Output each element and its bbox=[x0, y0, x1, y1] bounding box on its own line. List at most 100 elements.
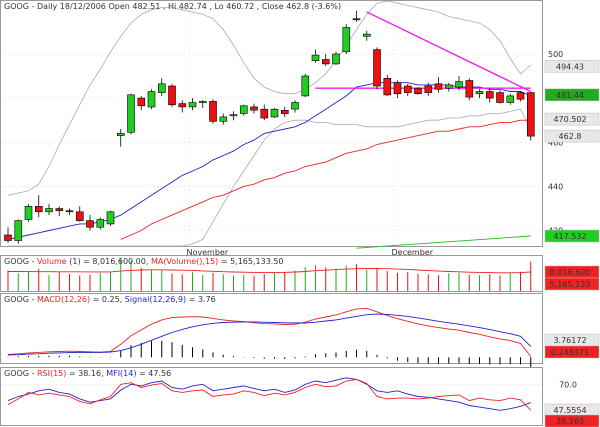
candle bbox=[34, 195, 43, 218]
price-candles bbox=[4, 10, 535, 244]
candle bbox=[321, 54, 330, 67]
candle-body-down bbox=[34, 206, 43, 213]
price-value-badges: 494.43 481.44 470.502 462.8 417.532 bbox=[544, 60, 600, 243]
price-badge-bg bbox=[544, 88, 600, 102]
candle bbox=[65, 208, 74, 216]
candle bbox=[455, 76, 463, 91]
candle bbox=[106, 210, 115, 227]
volume-badge-text: 8,016,600 bbox=[550, 268, 591, 277]
candle-body-up bbox=[45, 208, 53, 213]
x-axis-label: December bbox=[392, 248, 434, 257]
x-axis-labels: November December bbox=[187, 248, 434, 257]
volume-bars bbox=[7, 257, 532, 291]
candle bbox=[373, 47, 381, 90]
mfi-badge: 47.5554 bbox=[544, 403, 600, 417]
candle-body-up bbox=[291, 102, 299, 110]
candle bbox=[240, 104, 248, 116]
candle-body-down bbox=[403, 85, 412, 93]
candle-body-down bbox=[434, 83, 443, 90]
candle-body-up bbox=[444, 84, 453, 89]
rsi-mfi-lines bbox=[7, 377, 532, 411]
candle-body-down bbox=[393, 82, 402, 94]
volume-ma-badge: 5,165,133 bbox=[544, 277, 600, 291]
candle-body-down bbox=[321, 59, 330, 65]
macd-value-badge: 0.248371 bbox=[544, 345, 600, 359]
price-tick-labels: 420440460480500 bbox=[548, 50, 563, 236]
candle bbox=[209, 99, 217, 124]
price-badge: 481.44 bbox=[544, 88, 600, 102]
candle bbox=[55, 206, 64, 217]
candle bbox=[291, 100, 299, 113]
candle bbox=[117, 129, 125, 147]
candle bbox=[485, 88, 494, 103]
candle-body-down bbox=[526, 92, 535, 137]
candle-body-up bbox=[301, 75, 310, 97]
volume-ma-badge-bg bbox=[544, 277, 600, 291]
candle bbox=[403, 83, 412, 96]
candle bbox=[96, 217, 105, 230]
candle bbox=[526, 92, 535, 141]
candle-body-down bbox=[496, 92, 504, 103]
candle-body-up bbox=[14, 220, 23, 241]
chart-header: GOOG - Daily 18/12/2006 Open 482.51 , Hi… bbox=[4, 2, 341, 11]
volume-panel: 8,016,600 5,165,133 GOOG - Volume (1) = 8… bbox=[0, 255, 600, 292]
macd-badges: 3.76172 0.248371 bbox=[544, 333, 600, 359]
candle bbox=[301, 73, 310, 97]
candle bbox=[86, 215, 94, 231]
volume-ma-line bbox=[8, 268, 531, 274]
candle bbox=[352, 10, 361, 22]
moving-average-red-line bbox=[120, 119, 531, 240]
macd-value-badge-text: 0.248371 bbox=[551, 348, 589, 357]
candle-body-up bbox=[311, 54, 320, 61]
mfi-badge-text: 47.5554 bbox=[553, 406, 586, 415]
candle-body-up bbox=[342, 27, 351, 53]
price-badge: 494.43 bbox=[544, 60, 600, 73]
rsi-line bbox=[7, 378, 532, 411]
price-badge-text: 494.43 bbox=[556, 62, 584, 71]
candle bbox=[127, 93, 135, 135]
candle bbox=[516, 91, 525, 102]
macd-signal-badge-text: 3.76172 bbox=[553, 336, 586, 345]
macd-panel: 3.76172 0.248371 GOOG - MACD(12,26) = 0.2… bbox=[0, 293, 600, 368]
candle-body-down bbox=[76, 211, 84, 221]
price-badge-text: 470.502 bbox=[553, 115, 586, 124]
candle-body-down bbox=[168, 85, 176, 106]
price-panel-frame bbox=[0, 0, 543, 247]
rsi-badge-text: 38.163 bbox=[556, 417, 584, 426]
rsi-badges: 47.5554 38.163 bbox=[544, 403, 600, 427]
candle-body-down bbox=[352, 18, 361, 21]
candle-body-up bbox=[106, 211, 115, 225]
candle-body-up bbox=[506, 95, 515, 103]
macd-value-badge-bg bbox=[544, 345, 600, 359]
candle bbox=[24, 204, 33, 222]
candle-body-down bbox=[485, 91, 494, 99]
candle bbox=[199, 100, 207, 108]
rsi-level-line: 70.0 bbox=[1, 380, 577, 389]
candle bbox=[424, 82, 433, 96]
candle-body-up bbox=[455, 81, 463, 88]
volume-ma-badge-text: 5,165,133 bbox=[550, 280, 591, 289]
price-badge: 417.532 bbox=[544, 229, 600, 243]
price-badge-bg bbox=[544, 60, 600, 73]
price-tick-label: 440 bbox=[548, 182, 563, 191]
candle bbox=[14, 219, 23, 244]
macd-legend: GOOG - MACD(12,26) = 0.25, Signal(12,26,… bbox=[4, 295, 216, 304]
candle-body-down bbox=[55, 208, 64, 212]
candle-body-down bbox=[65, 210, 74, 213]
price-badge-text: 417.532 bbox=[553, 232, 586, 241]
volume-badges: 8,016,600 5,165,133 bbox=[544, 265, 600, 291]
candle bbox=[475, 89, 484, 99]
volume-panel-frame bbox=[0, 255, 543, 292]
candle-body-down bbox=[465, 80, 474, 98]
candle bbox=[393, 80, 402, 99]
trendline-resistance bbox=[366, 11, 532, 93]
candle-body-down bbox=[280, 110, 289, 114]
candle-body-up bbox=[127, 94, 135, 133]
candle bbox=[76, 206, 84, 222]
candle bbox=[362, 30, 371, 41]
candle bbox=[332, 51, 340, 65]
candle bbox=[260, 104, 269, 121]
candle bbox=[270, 108, 279, 118]
candle-body-up bbox=[240, 105, 248, 114]
